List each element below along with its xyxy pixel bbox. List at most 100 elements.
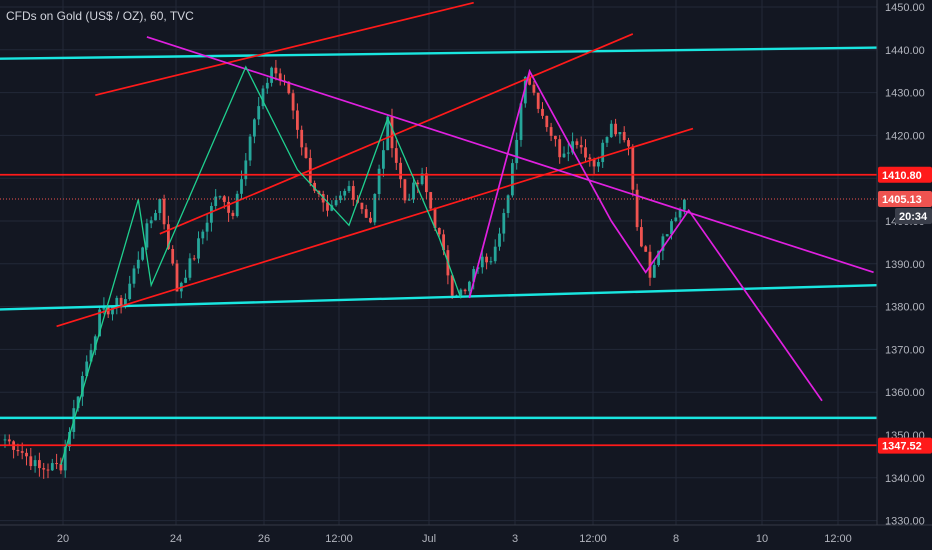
candle-body xyxy=(683,199,686,210)
candle-body xyxy=(493,246,497,262)
candle-body xyxy=(394,148,398,163)
candle-body xyxy=(532,84,536,93)
candle-body xyxy=(622,132,626,141)
candle-body xyxy=(588,157,592,160)
candle-body xyxy=(326,202,329,211)
candle-body xyxy=(257,106,261,120)
price-axis[interactable]: 1330.001340.001350.001360.001370.001380.… xyxy=(876,0,932,550)
time-axis[interactable]: 20 24 26 12:00 Jul 3 12:00 8 10 12:00 xyxy=(0,524,932,545)
price-tick-label: 1440.00 xyxy=(885,45,925,57)
candle-body xyxy=(167,224,170,249)
time-tick-label: 12:00 xyxy=(325,533,353,545)
upper-channel-line xyxy=(95,1,474,96)
candle-body xyxy=(382,150,385,169)
candle-body xyxy=(119,297,123,305)
candle-body xyxy=(330,205,334,211)
time-tick-label: 12:00 xyxy=(579,533,607,545)
candle-body xyxy=(227,201,230,213)
candle-body xyxy=(545,115,549,128)
countdown-background xyxy=(895,208,932,225)
candle-body xyxy=(38,460,41,469)
candle-body xyxy=(541,108,544,116)
candle-body xyxy=(425,173,428,193)
candle-body xyxy=(635,189,639,228)
candle-body xyxy=(63,446,67,471)
candle-body xyxy=(171,248,175,264)
candle-body xyxy=(188,258,192,278)
price-tag-background xyxy=(878,166,932,183)
candle-body xyxy=(334,200,338,206)
candle-body xyxy=(175,263,179,292)
candle-body xyxy=(115,297,119,308)
chart-title: CFDs on Gold (US$ / OZ), 60, TVC xyxy=(6,9,194,23)
candle-body xyxy=(609,123,613,138)
candle-body xyxy=(98,309,101,337)
candle-body xyxy=(450,275,454,296)
candle-body xyxy=(214,196,218,206)
candle-body xyxy=(386,116,390,151)
candle-body xyxy=(42,468,46,470)
candle-body xyxy=(549,127,553,136)
candle-body xyxy=(25,452,28,457)
candle-body xyxy=(184,277,187,283)
candle-body xyxy=(55,463,58,465)
candle-body xyxy=(274,67,278,74)
candle-body xyxy=(605,137,609,143)
candle-body xyxy=(85,361,89,377)
candle-body xyxy=(347,186,351,191)
lower-channel-line xyxy=(56,127,694,328)
candle-body xyxy=(339,195,342,201)
candle-body xyxy=(261,88,265,107)
candle-body xyxy=(657,250,660,266)
candle-body xyxy=(511,163,514,196)
time-tick-label: 26 xyxy=(258,533,270,545)
candle-body xyxy=(429,192,433,209)
candle-body xyxy=(644,246,648,252)
candle-body xyxy=(59,463,63,471)
countdown-label: 20:34 xyxy=(899,211,928,223)
time-tick-label: 24 xyxy=(170,533,182,545)
candle-body xyxy=(68,431,71,447)
price-tick-label: 1380.00 xyxy=(885,302,925,314)
candle-body xyxy=(270,67,273,83)
candle-body xyxy=(480,256,484,268)
candle-body xyxy=(485,256,488,263)
candle-body xyxy=(205,222,209,232)
candle-body xyxy=(3,439,7,441)
candle-body xyxy=(412,182,415,200)
candle-body xyxy=(403,179,407,201)
candle-body xyxy=(498,233,501,247)
candle-body xyxy=(437,227,441,235)
price-tick-label: 1360.00 xyxy=(885,387,925,399)
candle-body xyxy=(407,199,411,201)
candle-body xyxy=(506,195,510,214)
price-axis-background xyxy=(877,0,932,550)
time-tick-label: 12:00 xyxy=(824,533,852,545)
candle-body xyxy=(674,217,678,222)
candle-body xyxy=(192,258,196,260)
candle-body xyxy=(89,350,93,362)
candle-body xyxy=(678,209,682,218)
candle-body xyxy=(627,140,630,147)
candle-body xyxy=(50,463,54,471)
candle-body xyxy=(536,92,540,109)
candle-body xyxy=(433,208,437,228)
candle-body xyxy=(102,306,106,310)
candle-body xyxy=(515,139,519,164)
candle-body xyxy=(29,456,33,467)
grid-lines xyxy=(0,0,877,525)
time-tick-label: 8 xyxy=(673,533,679,545)
candle-body xyxy=(416,182,420,185)
candle-body xyxy=(132,268,136,284)
candle-body xyxy=(592,159,596,167)
candle-body xyxy=(313,182,316,191)
candle-body xyxy=(377,168,381,195)
candle-body xyxy=(141,247,144,260)
candle-body xyxy=(597,162,600,167)
candle-body xyxy=(136,259,140,269)
candle-body xyxy=(528,76,531,85)
candle-body xyxy=(579,144,583,148)
candle-body xyxy=(489,261,493,263)
